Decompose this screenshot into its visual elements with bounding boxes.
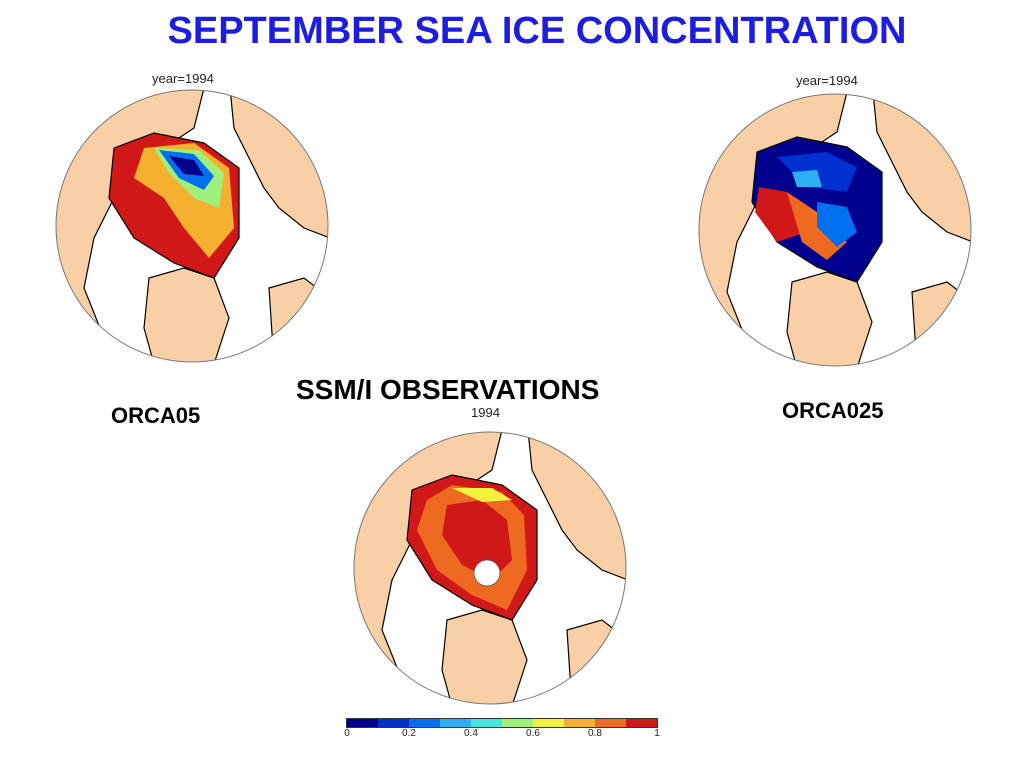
colorbar-segment [533, 719, 564, 727]
colorbar-tick-label: 1 [654, 728, 660, 739]
colorbar-segment [471, 719, 502, 727]
orca05-map [55, 89, 329, 363]
colorbar-tick-label: 0.4 [464, 728, 478, 739]
orca025-map [698, 93, 972, 367]
orca025-label: ORCA025 [782, 398, 884, 423]
ssmi-map [353, 431, 627, 705]
colorbar-segment [440, 719, 471, 727]
colorbar-tick-label: 0.2 [402, 728, 416, 739]
bottom-year-label: 1994 [471, 405, 500, 420]
colorbar-segment [564, 719, 595, 727]
colorbar-segment [626, 719, 657, 727]
orca05-label: ORCA05 [111, 403, 201, 428]
colorbar-segment [502, 719, 533, 727]
right-year-label: year=1994 [796, 73, 858, 88]
observations-title: SSM/I OBSERVATIONS [296, 374, 600, 405]
colorbar-segment [409, 719, 440, 727]
page-title: SEPTEMBER SEA ICE CONCENTRATION [167, 10, 907, 52]
colorbar-segment [378, 719, 409, 727]
colorbar-segment [595, 719, 626, 727]
colorbar-tick-label: 0 [344, 728, 350, 739]
colorbar-segment [347, 719, 378, 727]
left-year-label: year=1994 [152, 71, 214, 86]
colorbar-tick-label: 0.6 [526, 728, 540, 739]
colorbar-tick-label: 0.8 [588, 728, 602, 739]
colorbar [346, 718, 658, 728]
